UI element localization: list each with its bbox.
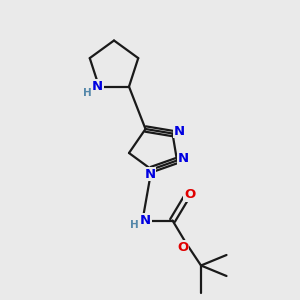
Text: H: H — [130, 220, 139, 230]
Text: O: O — [177, 241, 189, 254]
Text: N: N — [140, 214, 151, 227]
Text: H: H — [83, 88, 92, 98]
Text: O: O — [184, 188, 195, 202]
Text: N: N — [144, 167, 156, 181]
Text: N: N — [92, 80, 103, 93]
Text: N: N — [178, 152, 189, 166]
Text: N: N — [173, 124, 185, 138]
